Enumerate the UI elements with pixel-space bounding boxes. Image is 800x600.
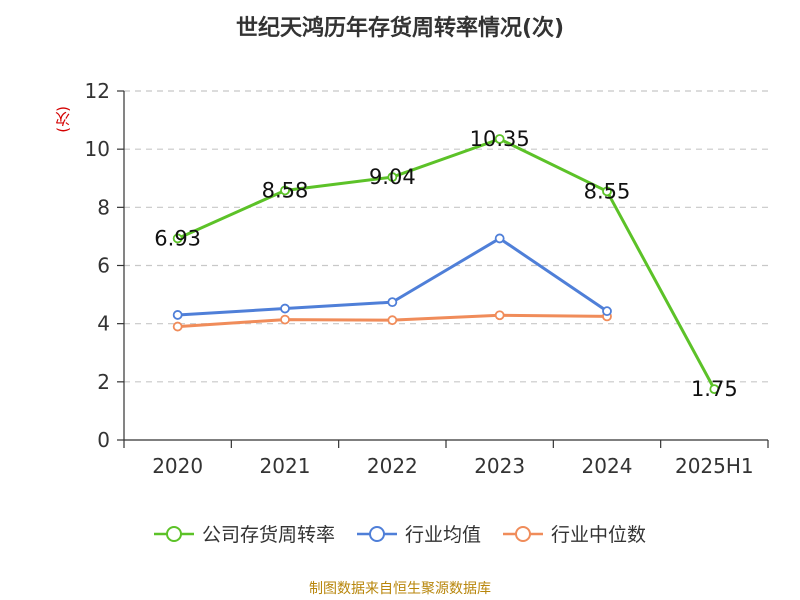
legend-label-industry-median: 行业中位数 bbox=[551, 524, 647, 546]
y-tick-label: 4 bbox=[97, 312, 110, 336]
data-point-series-2[interactable] bbox=[280, 314, 290, 325]
y-tick-label: 6 bbox=[97, 254, 110, 278]
x-tick-label: 2023 bbox=[474, 454, 525, 478]
legend-marker-company-icon bbox=[153, 525, 194, 542]
legend-label-company: 公司存货周转率 bbox=[201, 524, 335, 546]
y-tick-label: 8 bbox=[97, 195, 110, 219]
y-tick-label: 10 bbox=[85, 137, 110, 161]
y-tick-label: 12 bbox=[85, 79, 110, 103]
data-point-series-0[interactable] bbox=[494, 134, 505, 144]
data-point-series-1[interactable] bbox=[172, 310, 183, 320]
data-point-series-1[interactable] bbox=[280, 303, 290, 314]
data-point-series-1[interactable] bbox=[387, 297, 398, 308]
x-tick-label: 2022 bbox=[367, 454, 418, 478]
data-label-company: 8.55 bbox=[584, 179, 631, 203]
data-point-series-0[interactable] bbox=[602, 186, 612, 197]
data-point-series-2[interactable] bbox=[494, 310, 505, 321]
data-point-series-2[interactable] bbox=[172, 321, 183, 332]
legend-label-industry-mean: 行业均值 bbox=[404, 524, 481, 546]
data-label-company: 6.93 bbox=[154, 226, 201, 250]
y-tick-label: 0 bbox=[97, 428, 110, 452]
legend-item-company[interactable]: 公司存货周转率 bbox=[153, 520, 335, 547]
data-point-series-1[interactable] bbox=[602, 306, 612, 317]
data-label-company: 8.58 bbox=[262, 178, 309, 202]
series-line-0 bbox=[177, 137, 716, 390]
data-point-series-0[interactable] bbox=[709, 384, 720, 395]
data-label-company: 9.04 bbox=[369, 165, 416, 189]
data-label-company: 1.75 bbox=[691, 377, 738, 401]
data-label-company: 10.35 bbox=[470, 127, 530, 151]
legend-item-industry-mean[interactable]: 行业均值 bbox=[356, 520, 481, 547]
x-tick-label: 2021 bbox=[260, 454, 311, 478]
legend-item-industry-median[interactable]: 行业中位数 bbox=[503, 520, 646, 547]
legend-marker-industry-median-icon bbox=[503, 525, 543, 542]
legend: 公司存货周转率 行业均值 行业中位数 bbox=[0, 520, 800, 547]
data-source-note: 制图数据来自恒生聚源数据库 bbox=[309, 581, 491, 597]
y-tick-label: 2 bbox=[97, 370, 110, 394]
data-point-series-0[interactable] bbox=[172, 233, 183, 244]
data-point-series-0[interactable] bbox=[387, 172, 398, 182]
x-tick-label: 2020 bbox=[152, 454, 203, 478]
legend-marker-industry-mean-icon bbox=[356, 525, 397, 542]
chart-title: 世纪天鸿历年存货周转率情况(次) bbox=[235, 16, 565, 41]
data-point-series-1[interactable] bbox=[494, 233, 505, 244]
data-point-series-2[interactable] bbox=[387, 315, 398, 326]
x-tick-label: 2025H1 bbox=[675, 454, 754, 478]
data-point-series-0[interactable] bbox=[280, 185, 290, 196]
x-tick-label: 2024 bbox=[582, 454, 633, 478]
